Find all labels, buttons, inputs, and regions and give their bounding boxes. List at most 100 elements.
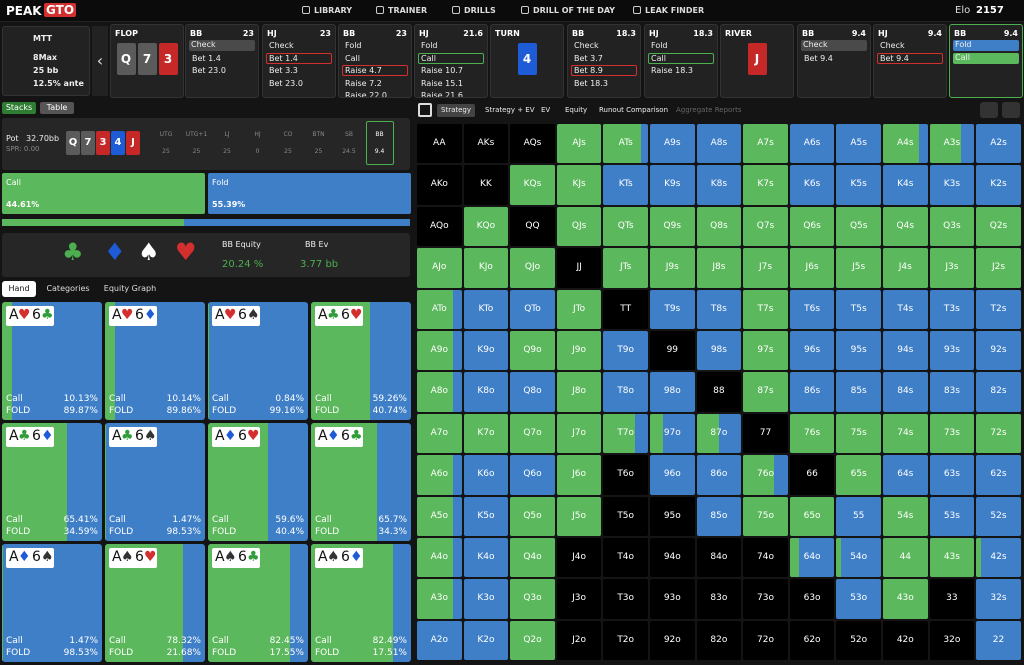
range-cell[interactable]: 98o (650, 372, 695, 412)
range-cell[interactable]: K6o (463, 455, 509, 495)
range-cell[interactable]: 75s (836, 413, 881, 454)
range-cell[interactable]: Q8o (510, 372, 555, 412)
range-cell[interactable]: K4s (883, 165, 928, 205)
action-option[interactable]: Call (953, 52, 1019, 64)
range-cell[interactable]: 97o (650, 413, 695, 454)
range-cell[interactable]: A6s (789, 124, 835, 164)
hand-tab[interactable]: Equity Graph (103, 284, 157, 293)
range-cell[interactable]: Q2o (510, 620, 555, 661)
toolbar-tab[interactable]: Strategy (437, 104, 475, 117)
range-cell[interactable]: A8s (696, 124, 742, 164)
range-cell[interactable]: A4s (883, 124, 928, 164)
range-cell[interactable]: KK (463, 165, 509, 205)
suit-filter[interactable]: ♣ (62, 238, 84, 266)
range-cell[interactable]: JTs (603, 248, 648, 288)
range-cell[interactable]: Q5s (836, 206, 881, 247)
range-cell[interactable]: 63o (789, 579, 835, 619)
range-cell[interactable]: Q9o (510, 331, 555, 371)
action-option[interactable]: Bet 18.3 (574, 78, 608, 88)
range-cell[interactable]: JJ (556, 248, 602, 288)
range-cell[interactable]: K7s (743, 165, 788, 205)
range-cell[interactable]: J5s (836, 248, 881, 288)
range-cell[interactable]: 42s (976, 538, 1021, 578)
range-cell[interactable]: 82s (976, 372, 1021, 412)
range-cell[interactable]: JTo (556, 289, 602, 329)
back-arrow[interactable]: ‹ (92, 26, 108, 96)
action-option[interactable]: Fold (651, 41, 668, 50)
range-cell[interactable]: Q9s (650, 206, 695, 247)
range-cell[interactable]: KQo (463, 206, 509, 247)
range-cell[interactable]: T6s (789, 289, 835, 329)
range-cell[interactable]: A9s (650, 124, 695, 164)
range-cell[interactable]: T6o (603, 455, 648, 495)
range-cell[interactable]: 94o (650, 538, 695, 578)
strategy-button[interactable]: Call 44.61% (2, 173, 205, 214)
toolbar-tab[interactable]: Strategy + EV (485, 106, 535, 114)
range-cell[interactable]: A6o (417, 455, 462, 495)
range-cell[interactable]: K3s (929, 165, 975, 205)
range-cell[interactable]: T7s (743, 289, 788, 329)
range-cell[interactable]: AKs (463, 124, 509, 164)
range-cell[interactable]: J7s (743, 248, 788, 288)
action-option[interactable]: Check (880, 41, 905, 50)
range-cell[interactable]: 32s (976, 579, 1021, 619)
range-cell[interactable]: J6o (556, 455, 602, 495)
range-cell[interactable]: T8o (603, 372, 648, 412)
range-cell[interactable]: AKo (417, 165, 462, 205)
action-option[interactable]: Bet 23.0 (269, 78, 303, 88)
range-cell[interactable]: K5o (463, 496, 509, 536)
range-cell[interactable]: K4o (463, 538, 509, 578)
action-option[interactable]: Bet 9.4 (877, 52, 943, 64)
range-cell[interactable]: QJs (556, 206, 602, 247)
range-cell[interactable]: K8s (696, 165, 742, 205)
range-cell[interactable]: T9o (603, 331, 648, 371)
hand-card[interactable]: A ♥ 6 ♦ Call FOLD 10.14% 89.86% (105, 302, 205, 420)
toolbar-tab[interactable]: Equity (565, 106, 588, 114)
action-option[interactable]: Bet 1.4 (266, 52, 332, 64)
hand-card[interactable]: A ♣ 6 ♦ Call FOLD 65.41% 34.59% (2, 423, 102, 541)
range-cell[interactable]: K6s (789, 165, 835, 205)
range-cell[interactable]: T2o (603, 620, 648, 661)
range-cell[interactable]: K9s (650, 165, 695, 205)
hand-card[interactable]: A ♦ 6 ♠ Call FOLD 1.47% 98.53% (2, 544, 102, 662)
range-cell[interactable]: Q8s (696, 206, 742, 247)
range-cell[interactable]: A3s (929, 124, 975, 164)
range-cell[interactable]: 53o (836, 579, 881, 619)
range-cell[interactable]: J3s (929, 248, 975, 288)
range-cell[interactable]: T8s (696, 289, 742, 329)
hand-tab[interactable]: Categories (46, 284, 90, 293)
range-cell[interactable]: K2o (463, 620, 509, 661)
range-cell[interactable]: 54o (836, 538, 881, 578)
range-cell[interactable]: AQo (417, 206, 462, 247)
range-cell[interactable]: 72s (976, 413, 1021, 454)
range-cell[interactable]: T3o (603, 579, 648, 619)
range-cell[interactable]: TT (603, 289, 648, 329)
range-cell[interactable]: 82o (696, 620, 742, 661)
action-option[interactable]: Raise 10.7 (421, 66, 463, 75)
action-option[interactable]: Bet 9.4 (804, 53, 833, 63)
share-button[interactable] (980, 102, 998, 118)
range-cell[interactable]: A7s (743, 124, 788, 164)
action-option[interactable]: Check (189, 40, 255, 51)
range-cell[interactable]: 86o (696, 455, 742, 495)
range-cell[interactable]: 87o (696, 413, 742, 454)
range-cell[interactable]: 95s (836, 331, 881, 371)
range-cell[interactable]: K5s (836, 165, 881, 205)
range-cell[interactable]: 53s (929, 496, 975, 536)
range-cell[interactable]: K9o (463, 331, 509, 371)
view-toggle[interactable] (418, 103, 432, 117)
range-cell[interactable]: Q6s (789, 206, 835, 247)
range-cell[interactable]: 85s (836, 372, 881, 412)
range-cell[interactable]: 64o (789, 538, 835, 578)
range-cell[interactable]: 65o (789, 496, 835, 536)
range-cell[interactable]: T2s (976, 289, 1021, 329)
hand-card[interactable]: A ♣ 6 ♠ Call FOLD 1.47% 98.53% (105, 423, 205, 541)
range-cell[interactable]: T9s (650, 289, 695, 329)
range-cell[interactable]: A4o (417, 538, 462, 578)
range-cell[interactable]: 43o (883, 579, 928, 619)
range-cell[interactable]: 62s (976, 455, 1021, 495)
range-cell[interactable]: QQ (510, 206, 555, 247)
range-cell[interactable]: 55 (836, 496, 881, 536)
panel-tab[interactable]: Table (40, 102, 74, 114)
suit-filter[interactable]: ♠ (138, 238, 160, 266)
